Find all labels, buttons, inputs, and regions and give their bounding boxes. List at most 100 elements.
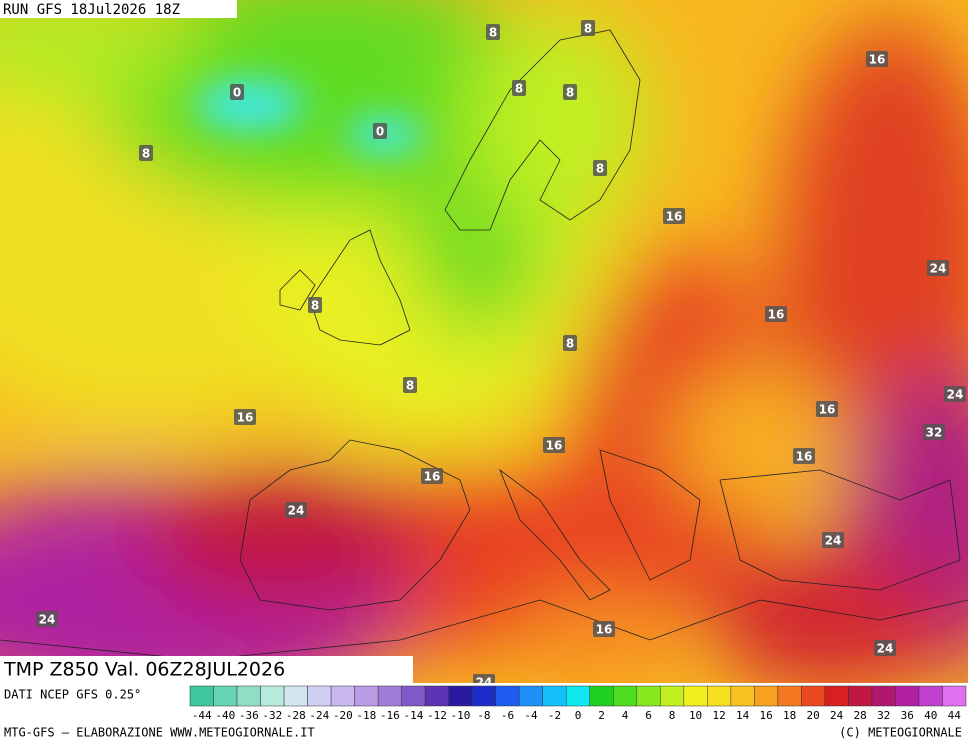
- contour-label-box: [308, 297, 322, 313]
- contour-label-box: [793, 448, 815, 464]
- colorbar-label: -8: [477, 709, 490, 722]
- contour-label-box: [421, 468, 443, 484]
- contour-label: 24: [930, 262, 947, 276]
- colorbar-label: 28: [854, 709, 867, 722]
- colorbar-cell: [565, 685, 591, 707]
- colorbar-cell: [848, 685, 873, 707]
- contour-label-box: [593, 621, 615, 637]
- colorbar-label: -2: [548, 709, 561, 722]
- contour-label: 16: [796, 450, 813, 464]
- colorbar-cell: [424, 685, 449, 707]
- contour-label: 32: [926, 426, 943, 440]
- colorbar-cell: [918, 685, 943, 707]
- colorbar-cell: [636, 685, 661, 707]
- run-box: [0, 0, 237, 18]
- colorbar-cell: [895, 685, 920, 707]
- contour-label-box: [512, 80, 526, 96]
- colorbar-label: -20: [333, 709, 353, 722]
- colorbar-label: 4: [622, 709, 629, 722]
- contour-label: 24: [877, 642, 894, 656]
- contour-label-box: [874, 640, 896, 656]
- colorbar-cell: [683, 685, 708, 707]
- contour-label-box: [403, 377, 417, 393]
- contour-label-box: [765, 306, 787, 322]
- contour-label: 8: [142, 147, 150, 161]
- run-title: RUN GFS 18Jul2026 18Z: [3, 2, 180, 18]
- colorbar-label: -32: [262, 709, 282, 722]
- colorbar-cell: [213, 685, 238, 707]
- colorbar-label: 24: [830, 709, 844, 722]
- contour-label: 24: [39, 613, 56, 627]
- contour-label: 16: [237, 411, 254, 425]
- field-box: [0, 656, 413, 683]
- contour-label-box: [927, 260, 949, 276]
- contour-label: 16: [666, 210, 683, 224]
- contour-label-box: [593, 160, 607, 176]
- colorbar-label: -24: [309, 709, 329, 722]
- contour-label-box: [486, 24, 500, 40]
- contour-label: 8: [584, 22, 592, 36]
- contour-label-box: [285, 502, 307, 518]
- contour-label-box: [923, 424, 945, 440]
- contour-label: 8: [515, 82, 523, 96]
- temperature-map: 8 8 0 8 8 0 8 8 16 16 24 8 16 8 8 16 16 24 32 16 16 16 24 24 24 1…: [0, 0, 968, 690]
- contour-label-box: [373, 123, 387, 139]
- colorbar-label: 0: [575, 709, 582, 722]
- colorbar-label: 14: [736, 709, 750, 722]
- colorbar-cell: [260, 685, 285, 707]
- contour-label: 8: [596, 162, 604, 176]
- contour-label: 16: [819, 403, 836, 417]
- colorbar-cell: [236, 685, 261, 707]
- colorbar-cell: [518, 685, 543, 707]
- colorbar-label: 8: [669, 709, 676, 722]
- colorbar-label: 2: [598, 709, 605, 722]
- colorbar-label: -28: [286, 709, 306, 722]
- contour-label-box: [563, 84, 577, 100]
- colorbar-label: 40: [924, 709, 937, 722]
- colorbar-cell: [354, 685, 379, 707]
- colorbar-cell: [801, 685, 826, 707]
- contour-label-box: [816, 401, 838, 417]
- colorbar-label: -18: [356, 709, 376, 722]
- colorbar-cell: [495, 685, 520, 707]
- contour-label: 8: [406, 379, 414, 393]
- contour-label-box: [36, 611, 58, 627]
- contour-labels: 8 8 0 8 8 0 8 8 16 16 24 8 16 8 8 16 16 24 32 16 16 16 24 24 24 1…: [36, 20, 966, 690]
- contour-label-box: [581, 20, 595, 36]
- copyright-text: (C) METEOGIORNALE: [839, 726, 962, 740]
- colorbar-cell: [307, 685, 332, 707]
- source-text: DATI NCEP GFS 0.25°: [4, 688, 141, 702]
- contour-label-box: [563, 335, 577, 351]
- contour-label: 24: [825, 534, 842, 548]
- colorbar-cell: [754, 685, 779, 707]
- colorbar-cell: [401, 685, 426, 707]
- contour-label: 8: [566, 86, 574, 100]
- contour-label-box: [139, 145, 153, 161]
- colorbar-cell: [824, 685, 849, 707]
- contour-label: 0: [376, 125, 384, 139]
- contour-label: 16: [869, 53, 886, 67]
- contour-label-box: [543, 437, 565, 453]
- contour-label: 24: [947, 388, 964, 402]
- colorbar-label: -16: [380, 709, 400, 722]
- contour-label: 24: [476, 676, 493, 690]
- colorbar-label: -40: [215, 709, 235, 722]
- contour-label-box: [473, 674, 495, 683]
- colorbar-cell: [730, 685, 755, 707]
- colorbar-cell: [330, 685, 355, 707]
- colorbar-cell: [377, 685, 402, 707]
- colorbar-label: 18: [783, 709, 796, 722]
- colorbar-label: -36: [239, 709, 259, 722]
- contour-label-box: [866, 51, 888, 67]
- colorbar-cell: [777, 685, 802, 707]
- contour-label-box: [230, 84, 244, 100]
- colorbar-label: 20: [807, 709, 820, 722]
- colorbar-label: 12: [712, 709, 725, 722]
- credit-text: MTG-GFS — ELABORAZIONE WWW.METEOGIORNALE…: [4, 726, 315, 740]
- contour-label-box: [234, 409, 256, 425]
- colorbar-cell: [471, 685, 496, 707]
- colorbar-cell: [589, 685, 614, 707]
- colorbar-cell: [613, 685, 638, 707]
- colorbar-label: 10: [689, 709, 702, 722]
